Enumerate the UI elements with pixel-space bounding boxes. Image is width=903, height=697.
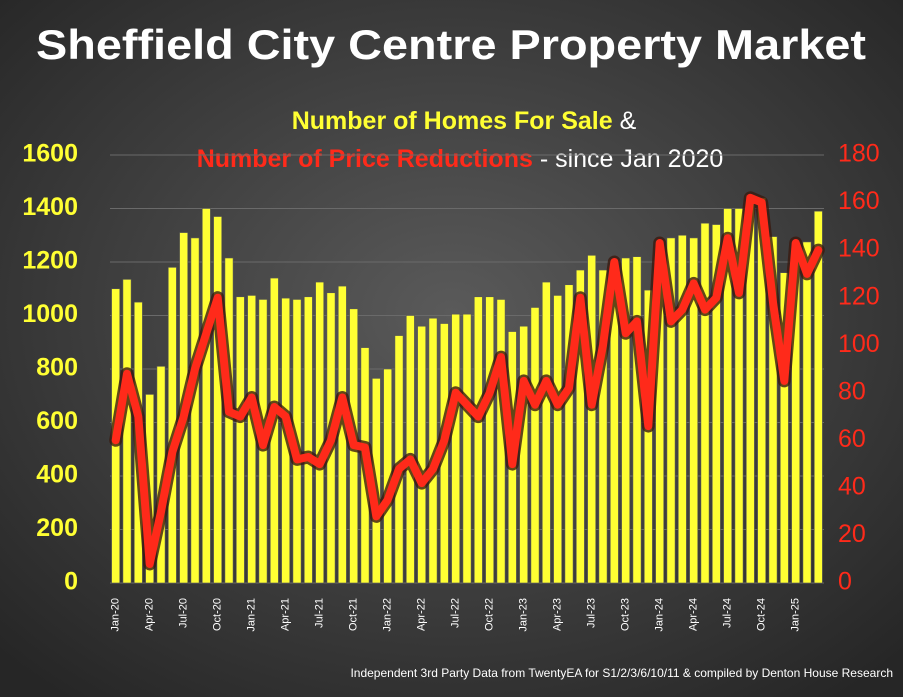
subtitle-line-2: Number of Price Reductions - since Jan 2… xyxy=(197,145,724,173)
bar xyxy=(417,325,427,584)
x-tick-label: Jan-24 xyxy=(654,598,666,632)
bar xyxy=(677,234,687,584)
y-tick-label: 600 xyxy=(36,407,78,435)
x-tick-label: Jan-25 xyxy=(790,598,802,632)
x-tick-label: Jul-21 xyxy=(314,598,326,628)
x-tick-label: Oct-23 xyxy=(620,598,632,631)
subtitle-suffix: - since Jan 2020 xyxy=(540,145,723,173)
x-tick-label: Oct-22 xyxy=(484,598,496,631)
subtitle-line-1: Number of Homes For Sale & xyxy=(292,107,637,135)
bar xyxy=(473,296,483,584)
bar xyxy=(213,216,223,584)
source-note: Independent 3rd Party Data from TwentyEA… xyxy=(350,666,893,680)
bar xyxy=(315,281,325,584)
y2-tick-label: 80 xyxy=(838,377,866,405)
bar xyxy=(700,222,710,584)
x-tick-label: Apr-20 xyxy=(144,598,156,631)
subtitle-joiner: & xyxy=(620,107,637,135)
legend-entry: Number of Homes For Sale xyxy=(292,107,613,135)
y-tick-label: 1400 xyxy=(22,193,78,221)
y2-tick-label: 0 xyxy=(838,568,852,596)
bar xyxy=(405,315,415,584)
x-tick-label: Oct-24 xyxy=(756,598,768,631)
bar xyxy=(734,208,744,584)
bar xyxy=(587,255,597,584)
bar xyxy=(813,210,823,584)
y-tick-label: 1600 xyxy=(22,140,78,168)
bar xyxy=(553,295,563,584)
x-tick-label: Jul-23 xyxy=(586,598,598,628)
bar xyxy=(122,279,132,584)
bar xyxy=(643,289,653,584)
bar xyxy=(224,257,234,584)
x-tick-label: Jul-22 xyxy=(450,598,462,628)
x-tick-label: Apr-22 xyxy=(416,598,428,631)
x-tick-label: Jul-20 xyxy=(178,598,190,628)
y2-tick-label: 120 xyxy=(838,282,880,310)
x-tick-label: Jan-20 xyxy=(110,598,122,632)
y2-tick-label: 20 xyxy=(838,520,866,548)
y-tick-label: 400 xyxy=(36,461,78,489)
x-tick-label: Oct-20 xyxy=(212,598,224,631)
bar xyxy=(519,325,529,584)
bar xyxy=(541,281,551,584)
bar xyxy=(666,237,676,584)
x-tick-label: Jan-22 xyxy=(382,598,394,632)
bar xyxy=(802,241,812,584)
y2-tick-label: 140 xyxy=(838,235,880,263)
x-tick-label: Apr-23 xyxy=(552,598,564,631)
bar xyxy=(768,236,778,584)
bar xyxy=(632,256,642,584)
y2-tick-label: 40 xyxy=(838,472,866,500)
y2-tick-label: 100 xyxy=(838,330,880,358)
bar xyxy=(247,295,257,584)
x-tick-label: Apr-21 xyxy=(280,598,292,631)
bar xyxy=(689,237,699,584)
bar xyxy=(711,224,721,584)
y2-tick-label: 60 xyxy=(838,425,866,453)
x-tick-label: Apr-24 xyxy=(688,598,700,631)
chart-title: Sheffield City Centre Property Market xyxy=(36,21,866,68)
bar xyxy=(723,208,733,584)
bar xyxy=(485,296,495,584)
bar xyxy=(462,313,472,584)
x-tick-label: Jan-23 xyxy=(518,598,530,632)
bar xyxy=(235,296,245,584)
x-tick-label: Oct-21 xyxy=(348,598,360,631)
line xyxy=(111,193,823,568)
y-tick-label: 800 xyxy=(36,354,78,382)
bar xyxy=(451,313,461,584)
bar xyxy=(779,272,789,584)
bar xyxy=(190,237,200,584)
y-tick-label: 1000 xyxy=(22,300,78,328)
bar xyxy=(564,284,574,584)
legend-entry: Number of Price Reductions xyxy=(197,145,533,173)
y-tick-label: 0 xyxy=(64,568,78,596)
bar xyxy=(575,269,585,584)
bar xyxy=(598,269,608,584)
bar xyxy=(201,208,211,584)
x-tick-label: Jul-24 xyxy=(722,598,734,628)
y2-tick-label: 160 xyxy=(838,187,880,215)
y-tick-label: 200 xyxy=(36,514,78,542)
bar xyxy=(530,307,540,584)
y-tick-label: 1200 xyxy=(22,247,78,275)
bar xyxy=(303,296,313,584)
x-tick-label: Jan-21 xyxy=(246,598,258,632)
y2-tick-label: 180 xyxy=(838,140,880,168)
bar xyxy=(621,257,631,584)
